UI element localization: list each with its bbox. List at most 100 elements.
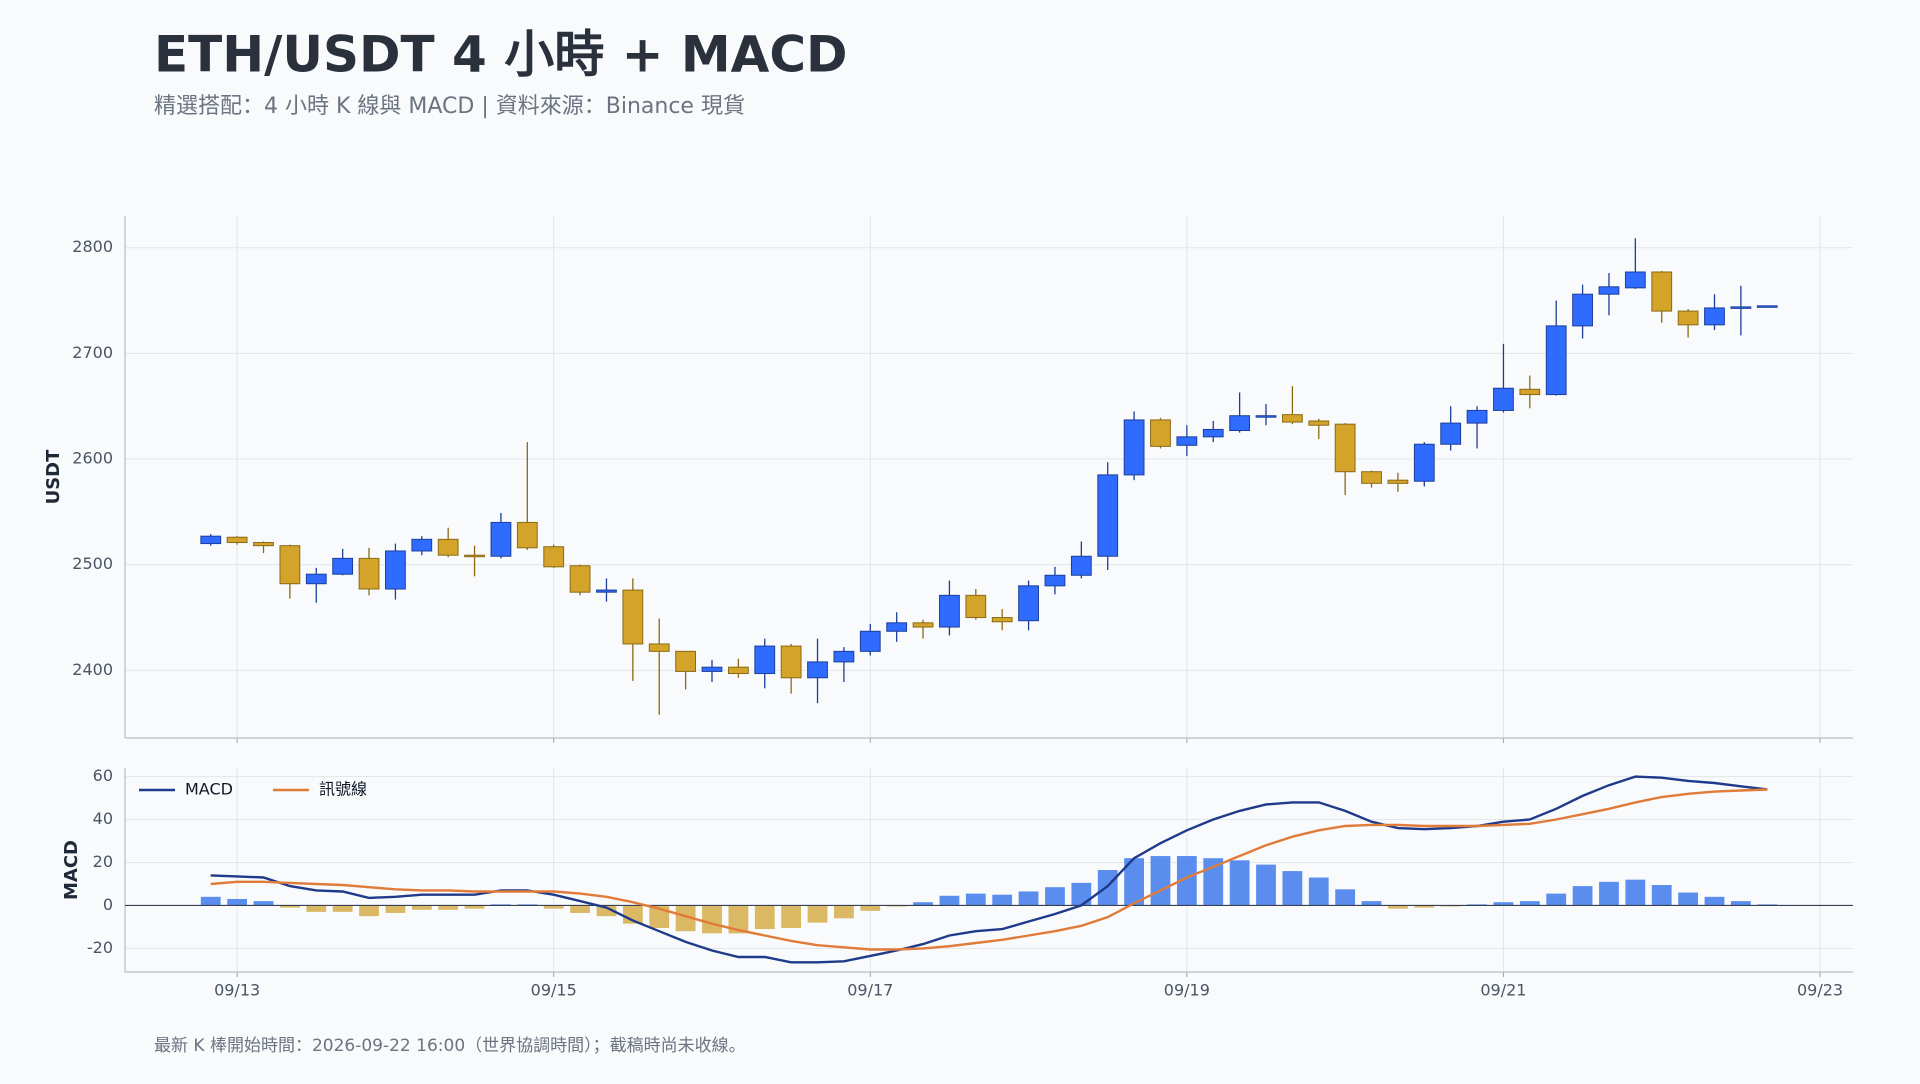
histogram-bar — [913, 902, 933, 906]
x-tick-label: 09/13 — [214, 981, 260, 1000]
candle-body — [464, 554, 485, 558]
histogram-bar — [781, 905, 802, 928]
x-tick-label: 09/23 — [1797, 981, 1843, 1000]
histogram-bar — [1493, 902, 1514, 906]
candle-body — [886, 622, 908, 632]
legend-label: MACD — [185, 780, 233, 799]
candle-body — [1308, 420, 1330, 426]
candle-body — [1572, 293, 1593, 327]
y-tick-label: 0 — [103, 895, 113, 914]
candle-body — [648, 643, 670, 652]
candle-body — [833, 650, 855, 663]
candle-body — [253, 542, 274, 547]
candle-body — [596, 589, 617, 593]
histogram-bar — [728, 905, 749, 934]
histogram-bar — [807, 905, 828, 923]
y-tick-label: 40 — [93, 809, 113, 828]
candle-body — [1361, 471, 1382, 484]
candle-body — [1229, 415, 1251, 432]
candle-body — [1466, 409, 1488, 424]
candle-body — [991, 617, 1013, 623]
histogram-bar — [1546, 893, 1567, 906]
x-tick-label: 09/17 — [847, 981, 893, 1000]
y-tick-label: 2500 — [72, 554, 113, 573]
y-tick-label: 20 — [93, 852, 113, 871]
candle-body — [1704, 307, 1725, 326]
candle-body — [1202, 428, 1224, 438]
candle-body — [675, 650, 697, 672]
histogram-bar — [1308, 877, 1329, 906]
candle-body — [807, 661, 828, 679]
y-tick-label: 2400 — [72, 660, 113, 679]
series-line — [210, 788, 1768, 951]
candle-body — [516, 521, 538, 549]
candle-body — [1624, 271, 1646, 289]
histogram-bar — [1229, 860, 1250, 906]
candle-body — [1519, 388, 1541, 396]
y-tick-label: 2800 — [72, 237, 113, 256]
histogram-bar — [1625, 879, 1646, 906]
candle-body — [1070, 555, 1092, 576]
candle-body — [1598, 286, 1620, 295]
histogram-bar — [279, 905, 300, 908]
candle-body — [1150, 419, 1171, 447]
histogram-bar — [1678, 892, 1699, 906]
histogram-bar — [385, 905, 406, 913]
histogram-bar — [1599, 881, 1619, 906]
candle-body — [1677, 310, 1699, 326]
candle-body — [939, 594, 960, 628]
x-tick-label: 09/19 — [1164, 981, 1210, 1000]
histogram-bar — [754, 905, 775, 930]
candle-body — [385, 550, 406, 590]
histogram-bar — [1071, 882, 1092, 906]
legend-label: 訊號線 — [319, 780, 367, 799]
histogram-bar — [570, 905, 590, 913]
candle-body — [569, 565, 591, 593]
candle-body — [859, 630, 881, 652]
y-tick-label: 2700 — [72, 343, 113, 362]
candle-body — [727, 666, 749, 675]
candle-body — [305, 573, 327, 585]
histogram-bar — [1282, 871, 1303, 906]
histogram-bar — [1150, 856, 1171, 906]
histogram-bar — [1572, 886, 1593, 906]
histogram-bar — [675, 905, 696, 932]
candle-body — [701, 666, 723, 672]
candle-body — [1018, 585, 1039, 622]
candle-body — [279, 545, 301, 585]
candle-body — [1756, 305, 1778, 308]
candle-body — [1493, 387, 1514, 411]
histogram-bar — [939, 895, 960, 906]
y-axis-label: MACD — [61, 840, 82, 900]
candle-body — [1545, 325, 1567, 396]
candle-body — [622, 589, 644, 645]
histogram-bar — [992, 894, 1013, 906]
histogram-bar — [1203, 858, 1224, 906]
histogram-bar — [1704, 896, 1725, 906]
candle-body — [226, 536, 248, 544]
histogram-bar — [1388, 905, 1408, 909]
histogram-bar — [1018, 891, 1039, 906]
histogram-bar — [1414, 905, 1435, 908]
histogram-bar — [1256, 864, 1276, 906]
histogram-bar — [1730, 901, 1751, 906]
chart-subtitle: 精選搭配：4 小時 K 線與 MACD | 資料來源：Binance 現貨 — [154, 94, 745, 119]
candle-body — [332, 557, 354, 575]
series-line — [210, 775, 1768, 964]
candle-body — [1730, 306, 1752, 309]
candle-body — [1281, 414, 1303, 423]
histogram-bar — [1651, 885, 1672, 906]
candle-body — [1044, 574, 1066, 587]
candle-body — [780, 645, 802, 679]
candle-body — [965, 594, 987, 619]
histogram-bar — [438, 905, 459, 910]
histogram-bar — [411, 905, 432, 910]
candle-body — [754, 645, 776, 675]
histogram-bar — [332, 905, 353, 912]
histogram-bar — [834, 905, 854, 919]
histogram-bar — [1045, 887, 1065, 906]
candle-body — [490, 521, 512, 557]
histogram-bar — [702, 905, 722, 934]
